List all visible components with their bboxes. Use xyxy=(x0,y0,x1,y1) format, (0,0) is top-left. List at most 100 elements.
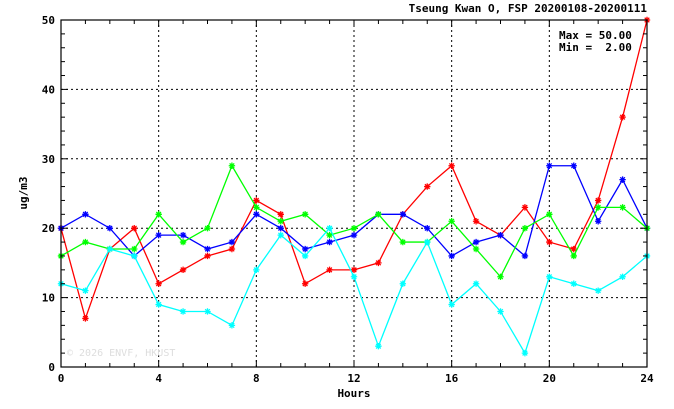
y-tick-label: 10 xyxy=(42,292,55,305)
data-point xyxy=(204,252,211,260)
data-point xyxy=(253,211,260,218)
series-3 xyxy=(57,225,651,357)
data-point xyxy=(570,252,577,260)
data-point xyxy=(301,252,309,260)
data-point xyxy=(619,176,626,183)
data-point xyxy=(619,113,626,121)
data-point xyxy=(228,245,236,253)
data-point xyxy=(204,308,211,315)
x-tick-label: 4 xyxy=(155,372,162,385)
data-point xyxy=(326,266,333,274)
y-tick-label: 30 xyxy=(42,153,55,166)
axis-ticks xyxy=(60,19,648,368)
data-point xyxy=(472,280,480,287)
data-point xyxy=(521,252,529,260)
x-axis-label: Hours xyxy=(337,387,370,400)
data-point xyxy=(521,225,529,232)
data-point xyxy=(375,211,382,218)
data-point xyxy=(497,273,504,280)
data-point xyxy=(179,308,187,315)
data-point xyxy=(301,280,309,287)
data-point xyxy=(277,231,284,239)
data-point xyxy=(82,315,89,322)
min-value-label: Min = 2.00 xyxy=(559,41,632,54)
x-tick-label: 16 xyxy=(445,372,459,385)
data-point xyxy=(204,245,211,253)
data-point xyxy=(350,225,358,232)
data-point xyxy=(82,211,89,218)
series-0 xyxy=(57,16,651,322)
x-tick-label: 8 xyxy=(253,372,260,385)
data-point xyxy=(399,211,407,218)
data-point xyxy=(326,225,333,232)
data-point xyxy=(155,231,162,239)
data-point xyxy=(326,231,333,239)
data-point xyxy=(448,301,455,308)
x-tick-label: 20 xyxy=(543,372,556,385)
x-tick-label: 24 xyxy=(640,372,654,385)
series-group xyxy=(57,16,651,357)
max-value-label: Max = 50.00 xyxy=(559,29,632,42)
data-point xyxy=(253,204,260,211)
x-tick-label: 12 xyxy=(347,372,360,385)
data-point xyxy=(228,238,236,246)
data-point xyxy=(399,280,407,287)
data-point xyxy=(350,231,358,239)
series-1 xyxy=(57,162,651,260)
y-tick-label: 40 xyxy=(42,83,55,96)
data-point xyxy=(570,162,577,169)
data-point xyxy=(350,266,358,274)
data-point xyxy=(350,273,358,280)
data-point xyxy=(448,252,455,260)
y-tick-label: 50 xyxy=(42,14,55,27)
data-point xyxy=(82,287,89,294)
data-point xyxy=(546,162,553,169)
y-tick-label: 0 xyxy=(48,361,55,374)
data-point xyxy=(594,197,602,204)
data-point xyxy=(546,211,553,218)
data-point xyxy=(594,204,602,211)
data-point xyxy=(326,238,333,246)
data-point xyxy=(424,238,431,246)
data-point xyxy=(204,225,211,232)
chart-title: Tseung Kwan O, FSP 20200108-20200111 xyxy=(409,2,648,15)
data-point xyxy=(472,218,480,225)
data-point xyxy=(106,245,114,253)
data-point xyxy=(253,266,260,274)
data-point xyxy=(448,162,455,169)
data-point xyxy=(375,342,382,350)
y-tick-label: 20 xyxy=(42,222,55,235)
data-point xyxy=(155,301,162,308)
data-point xyxy=(570,245,577,253)
data-point xyxy=(228,322,236,329)
data-point xyxy=(546,238,553,246)
data-point xyxy=(131,225,138,232)
data-point xyxy=(570,280,577,287)
data-point xyxy=(228,162,236,169)
data-point xyxy=(472,238,480,246)
data-point xyxy=(301,211,309,218)
data-point xyxy=(179,231,187,239)
data-point xyxy=(277,225,284,232)
data-point xyxy=(497,308,504,315)
x-tick-label: 0 xyxy=(58,372,65,385)
watermark: © 2026 ENVF, HKUST xyxy=(67,348,175,359)
data-point xyxy=(106,225,114,232)
data-point xyxy=(424,183,431,190)
data-point xyxy=(131,245,138,253)
data-point xyxy=(253,197,260,204)
data-point xyxy=(472,245,480,253)
data-point xyxy=(131,252,138,260)
data-point xyxy=(521,204,529,211)
data-point xyxy=(546,273,553,280)
data-point xyxy=(619,273,626,280)
data-point xyxy=(375,259,382,267)
data-point xyxy=(448,218,455,225)
data-point xyxy=(277,211,284,218)
data-point xyxy=(179,266,187,274)
data-point xyxy=(179,238,187,246)
data-point xyxy=(594,218,602,225)
data-point xyxy=(155,280,162,287)
data-point xyxy=(82,238,89,246)
